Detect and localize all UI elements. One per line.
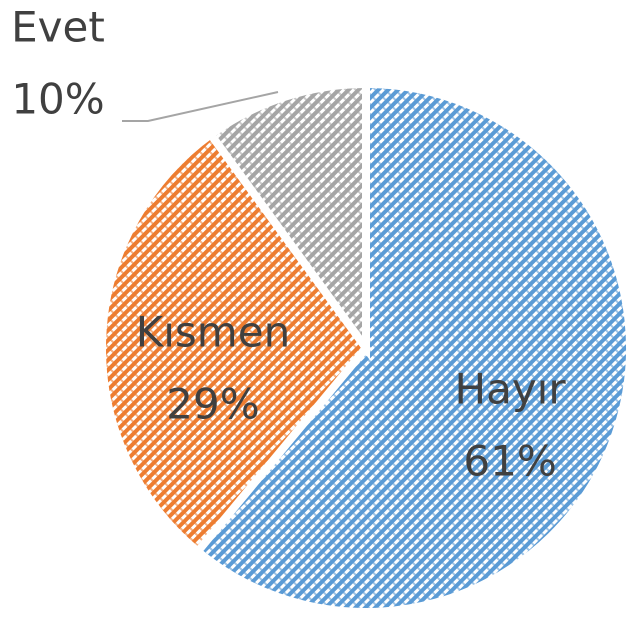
pie-slice <box>192 79 633 616</box>
slice-label-name: Kısmen <box>136 308 290 357</box>
pie-slice <box>98 128 372 558</box>
leader-line <box>122 91 279 122</box>
slice-label-name: Evet <box>11 3 105 52</box>
slice-label-name: Hayır <box>455 364 567 413</box>
slice-label-value: 10% <box>11 75 104 124</box>
slice-label-value: 29% <box>166 380 259 429</box>
pie-slice <box>205 79 370 361</box>
slice-label-value: 61% <box>463 436 556 485</box>
